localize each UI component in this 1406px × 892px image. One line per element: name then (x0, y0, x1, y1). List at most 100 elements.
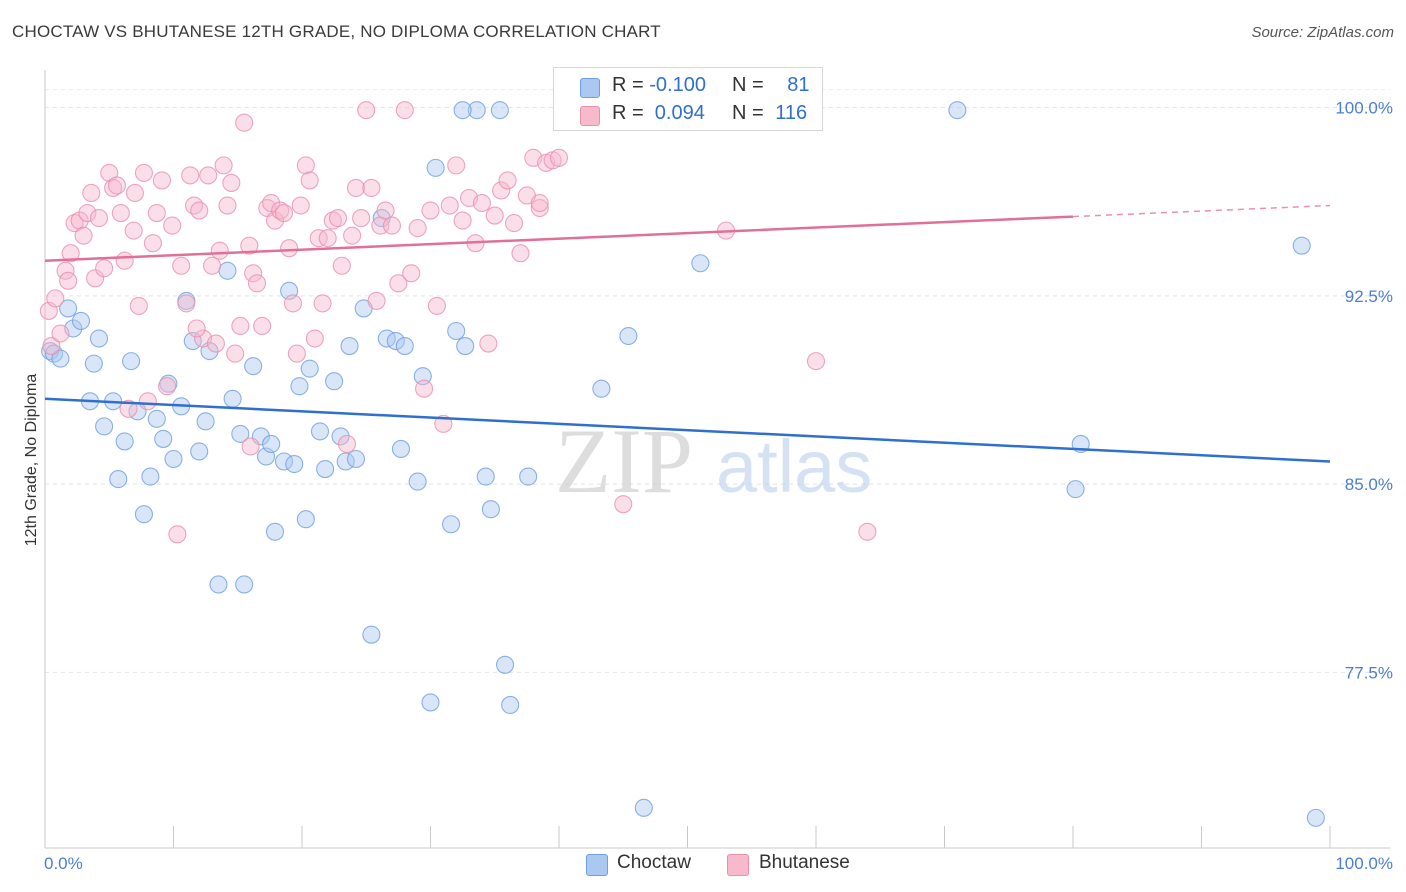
choctaw-point (316, 459, 335, 479)
choctaw-point (691, 254, 710, 273)
bhutanese-point (253, 316, 272, 336)
choctaw-point (290, 377, 309, 396)
bhutanese-point (226, 344, 245, 363)
choctaw-point (426, 158, 445, 177)
x-tick-label-0: 0.0% (44, 854, 83, 873)
choctaw-point (310, 422, 330, 441)
choctaw-point (147, 409, 166, 428)
choctaw-point (634, 798, 653, 817)
choctaw-point (231, 424, 250, 443)
choctaw-point (1306, 808, 1325, 827)
bhutanese-point (305, 329, 324, 348)
legend-swatch-bhutanese (727, 854, 749, 876)
choctaw-point (453, 101, 472, 120)
legend-n-value: 116 (775, 102, 808, 124)
bhutanese-point (134, 163, 153, 182)
bhutanese-point (530, 198, 549, 218)
legend-r-label: R = (612, 74, 644, 96)
bhutanese-point (190, 201, 209, 220)
bhutanese-point (125, 183, 144, 203)
bhutanese-point (415, 379, 434, 398)
legend-r-label: R = (612, 102, 644, 124)
bhutanese-point (177, 294, 196, 313)
bhutanese-point (318, 229, 337, 248)
choctaw-point (164, 449, 183, 469)
bhutanese-point (427, 296, 446, 315)
bhutanese-point (158, 377, 177, 396)
choctaw-point (262, 434, 281, 453)
legend-label-bhutanese: Bhutanese (759, 852, 850, 873)
choctaw-point (519, 467, 538, 486)
stats-legend: R = -0.100 N = 81 R = 0.094 N = 116 (553, 67, 823, 131)
choctaw-point (362, 625, 381, 644)
bhutanese-point (614, 495, 633, 514)
choctaw-point (141, 467, 160, 486)
bhutanese-point (806, 352, 826, 371)
bhutanese-point (447, 156, 466, 175)
legend-n-label: N = (732, 74, 764, 96)
bhutanese-point (59, 271, 78, 290)
bhutanese-point (147, 204, 166, 223)
choctaw-point (89, 329, 109, 348)
choctaw-point (300, 359, 319, 378)
bhutanese-point (352, 209, 371, 228)
choctaw-point (274, 452, 294, 471)
bhutanese-point (163, 216, 182, 235)
bhutanese-point (440, 196, 459, 215)
bhutanese-point (858, 522, 877, 541)
bhutanese-point (95, 259, 114, 278)
bhutanese-point (231, 316, 250, 336)
bhutanese-point (479, 334, 498, 353)
legend-swatch-bhutanese (580, 106, 600, 126)
bhutanese-point (346, 178, 366, 198)
series-legend: Choctaw Bhutanese (0, 852, 1406, 878)
bhutanese-point (181, 166, 200, 185)
choctaw-point (296, 510, 315, 529)
bhutanese-point (168, 525, 187, 544)
choctaw-point (1066, 480, 1085, 499)
choctaw-point (115, 432, 134, 451)
y-tick-label-0: 77.5% (1345, 663, 1393, 682)
bhutanese-point (51, 324, 70, 343)
bhutanese-point (46, 289, 65, 308)
choctaw-point (948, 101, 967, 120)
choctaw-point (408, 472, 427, 491)
choctaw-point (336, 452, 355, 471)
choctaw-point (346, 449, 366, 469)
choctaw-point (71, 311, 91, 331)
choctaw-point (592, 379, 611, 398)
choctaw-point (340, 337, 359, 356)
tick-labels: 77.5% 85.0% 92.5% 100.0% 0.0% 100.0% (44, 99, 1393, 873)
legend-swatch-choctaw (580, 78, 600, 98)
bhutanese-point (323, 211, 342, 230)
bhutanese-point (343, 226, 362, 245)
bhutanese-point (129, 296, 148, 315)
bhutanese-point (367, 291, 386, 310)
x-tick-label-1: 100.0% (1335, 854, 1393, 873)
choctaw-point (154, 429, 173, 448)
bhutanese-point (511, 244, 530, 263)
bhutanese-point (214, 156, 233, 175)
choctaw-point (51, 349, 70, 368)
bhutanese-point (241, 437, 260, 456)
chart-title: CHOCTAW VS BHUTANESE 12TH GRADE, NO DIPL… (12, 22, 661, 41)
bhutanese-point (244, 264, 263, 283)
choctaw-point (209, 575, 228, 594)
bhutanese-point (485, 206, 504, 225)
bhutanese-point (332, 256, 351, 275)
choctaw-point (447, 321, 466, 341)
legend-swatch-choctaw (586, 854, 608, 876)
bhutanese-point (472, 193, 491, 213)
bhutanese-point (492, 181, 511, 200)
choctaw-point (285, 454, 304, 474)
bhutanese-point (70, 211, 89, 230)
bhutanese-point (185, 196, 204, 215)
choctaw-trend-line (44, 397, 1331, 463)
bhutanese-trend-line (44, 215, 1074, 262)
bhutanese-point (89, 209, 109, 228)
y-tick-label-3: 100.0% (1335, 99, 1393, 118)
bhutanese-point (210, 241, 229, 260)
choctaw-point (331, 427, 350, 446)
bhutanese-point (549, 148, 569, 167)
bhutanese-point (328, 209, 348, 228)
